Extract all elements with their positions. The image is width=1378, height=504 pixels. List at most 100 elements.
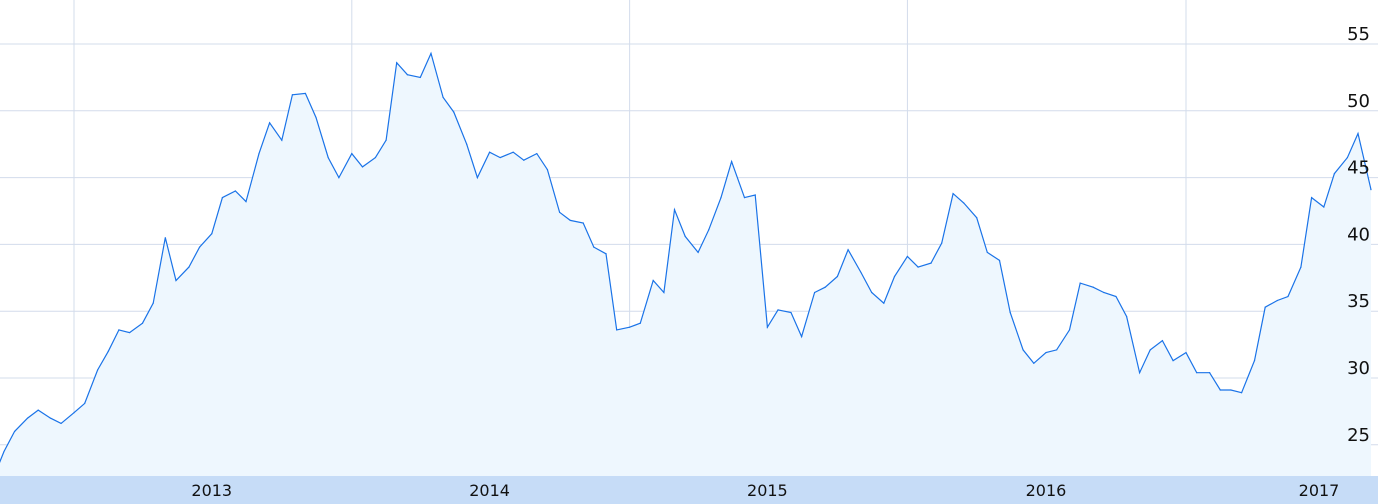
data-point	[860, 271, 862, 274]
data-point	[1357, 132, 1359, 135]
data-point	[952, 193, 954, 195]
data-point	[327, 156, 329, 159]
data-point	[1240, 392, 1243, 394]
data-point	[801, 335, 803, 338]
data-point	[1323, 206, 1325, 208]
data-point	[1009, 311, 1011, 314]
y-tick-label: 35	[1347, 291, 1370, 312]
data-point	[1196, 372, 1198, 374]
y-axis: 25 30 35 40 45 50 55	[1347, 24, 1370, 446]
data-point	[1300, 266, 1302, 268]
data-point	[684, 235, 686, 237]
data-point	[998, 259, 1001, 262]
price-area	[0, 53, 1371, 476]
data-point	[1079, 282, 1081, 284]
data-point	[697, 251, 699, 254]
y-tick-label: 40	[1347, 224, 1370, 245]
x-tick-label: 2015	[747, 481, 788, 500]
data-point	[488, 151, 491, 153]
x-tick-label: 2014	[469, 481, 510, 500]
data-point	[941, 242, 943, 244]
data-point	[188, 266, 190, 268]
data-point	[304, 92, 306, 95]
data-point	[754, 194, 756, 196]
data-point	[1092, 286, 1094, 288]
data-point	[1172, 360, 1174, 362]
data-point	[720, 197, 722, 199]
data-point	[26, 417, 29, 419]
data-point	[198, 246, 201, 248]
data-point	[1230, 389, 1232, 391]
data-point	[269, 122, 271, 124]
data-point	[976, 217, 978, 219]
data-point	[3, 450, 5, 453]
data-point	[930, 262, 932, 264]
data-point	[523, 159, 525, 161]
data-point	[118, 329, 120, 331]
data-point	[731, 160, 733, 163]
data-point	[906, 255, 909, 258]
data-point	[315, 116, 317, 119]
data-point	[986, 251, 988, 254]
data-point	[1219, 389, 1221, 391]
data-point	[813, 291, 816, 294]
data-point	[1370, 189, 1372, 191]
data-point	[1208, 372, 1211, 374]
data-point	[1149, 349, 1151, 351]
data-point	[1138, 372, 1141, 374]
data-point	[963, 202, 965, 204]
data-point	[536, 152, 538, 155]
data-point	[1056, 349, 1058, 351]
data-point	[546, 168, 549, 171]
y-tick-label: 30	[1347, 358, 1370, 379]
data-point	[1276, 299, 1278, 302]
data-point	[419, 76, 421, 78]
data-point	[1103, 291, 1105, 294]
data-point	[73, 412, 75, 414]
data-point	[442, 96, 444, 99]
data-point	[234, 190, 236, 192]
data-point	[1287, 295, 1289, 298]
data-point	[790, 311, 792, 314]
data-point	[351, 152, 353, 155]
data-point	[245, 201, 247, 203]
data-point	[164, 237, 166, 239]
data-point	[629, 326, 631, 328]
data-point	[1264, 306, 1266, 308]
y-tick-label: 50	[1347, 91, 1370, 112]
data-point	[616, 329, 618, 331]
data-point	[84, 402, 86, 404]
data-point	[49, 417, 52, 419]
data-point	[824, 286, 826, 288]
data-points	[3, 52, 1372, 453]
y-tick-label: 55	[1347, 24, 1370, 45]
data-point	[743, 197, 746, 199]
data-point	[652, 279, 654, 282]
data-point	[291, 94, 294, 96]
data-point	[14, 430, 16, 433]
data-point	[605, 253, 607, 255]
data-point	[499, 156, 501, 159]
x-tick-label: 2017	[1299, 481, 1340, 500]
data-point	[639, 322, 641, 324]
data-point	[1045, 352, 1047, 354]
data-point	[141, 322, 144, 324]
data-point	[883, 302, 885, 304]
data-point	[96, 369, 99, 371]
price-line	[0, 51, 1372, 463]
data-point	[430, 52, 432, 54]
data-point	[385, 139, 387, 141]
data-point	[593, 246, 595, 248]
data-point	[766, 326, 768, 328]
data-point	[1126, 315, 1128, 318]
data-point	[1068, 329, 1071, 331]
data-point	[1115, 295, 1117, 298]
data-point	[1346, 156, 1348, 159]
data-point	[221, 197, 224, 199]
data-point	[569, 219, 571, 221]
data-point	[37, 409, 39, 411]
data-point	[453, 111, 455, 113]
data-point	[582, 222, 584, 224]
data-point	[1185, 352, 1187, 354]
y-tick-label: 25	[1347, 425, 1370, 446]
